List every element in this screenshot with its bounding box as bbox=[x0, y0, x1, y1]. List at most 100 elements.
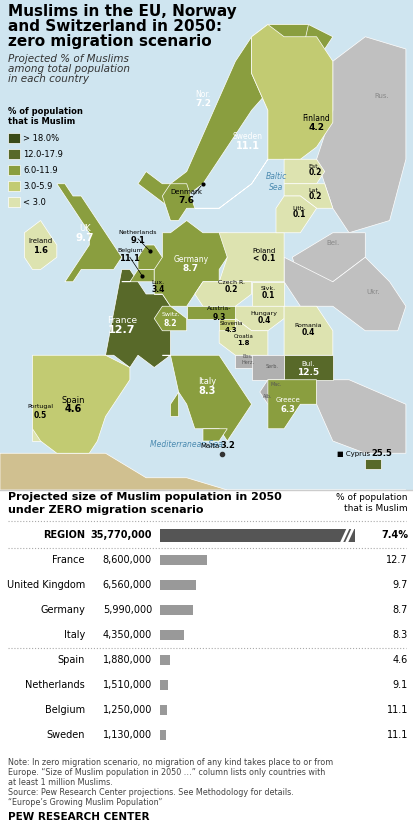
Text: 7.4%: 7.4% bbox=[380, 530, 407, 540]
Text: Italy: Italy bbox=[64, 630, 85, 640]
Polygon shape bbox=[218, 319, 267, 355]
Text: Spain: Spain bbox=[61, 396, 85, 404]
Text: 12.0-17.9: 12.0-17.9 bbox=[23, 149, 63, 158]
Polygon shape bbox=[121, 269, 154, 282]
Text: 7.6: 7.6 bbox=[178, 196, 194, 205]
Polygon shape bbox=[292, 233, 364, 282]
Text: France: France bbox=[52, 555, 85, 565]
Text: Projected % of Muslims: Projected % of Muslims bbox=[8, 54, 128, 64]
Text: 6.3: 6.3 bbox=[280, 404, 295, 414]
Text: 9.7: 9.7 bbox=[76, 233, 94, 243]
Text: Spain: Spain bbox=[57, 655, 85, 665]
Bar bbox=[8, 133, 20, 143]
Text: that is Muslim: that is Muslim bbox=[8, 117, 75, 126]
Polygon shape bbox=[186, 306, 251, 319]
Text: Finland: Finland bbox=[302, 114, 330, 123]
Bar bbox=[8, 165, 20, 175]
Text: 7.2: 7.2 bbox=[195, 98, 211, 108]
Text: < 3.0: < 3.0 bbox=[23, 198, 46, 207]
Polygon shape bbox=[283, 257, 405, 331]
Text: Germany: Germany bbox=[40, 605, 85, 615]
Text: Lux.: Lux. bbox=[152, 280, 164, 285]
Text: and Switzerland in 2050:: and Switzerland in 2050: bbox=[8, 19, 222, 34]
Bar bbox=[159, 605, 192, 615]
Text: Mediterranean Sea: Mediterranean Sea bbox=[150, 440, 223, 450]
Polygon shape bbox=[267, 379, 316, 429]
Text: 9.1: 9.1 bbox=[392, 680, 407, 690]
Text: 25.5: 25.5 bbox=[370, 450, 391, 458]
Polygon shape bbox=[154, 220, 227, 306]
Polygon shape bbox=[73, 269, 170, 368]
Text: Austria-: Austria- bbox=[206, 306, 231, 311]
Text: Malta: Malta bbox=[200, 444, 220, 450]
Bar bbox=[159, 529, 354, 541]
Text: 35,770,000: 35,770,000 bbox=[90, 530, 152, 540]
Text: Italy: Italy bbox=[197, 377, 216, 386]
Text: 12.7: 12.7 bbox=[108, 324, 135, 334]
Text: Note: In zero migration scenario, no migration of any kind takes place to or fro: Note: In zero migration scenario, no mig… bbox=[8, 758, 332, 767]
Text: 4.3: 4.3 bbox=[225, 327, 237, 334]
Text: 8,600,000: 8,600,000 bbox=[102, 555, 152, 565]
Text: 4.2: 4.2 bbox=[308, 123, 324, 132]
Text: Czech R.: Czech R. bbox=[217, 280, 244, 285]
Text: Europe. “Size of Muslim population in 2050 …” column lists only countries with: Europe. “Size of Muslim population in 20… bbox=[8, 768, 325, 777]
Polygon shape bbox=[170, 392, 178, 416]
Text: Nor.: Nor. bbox=[195, 89, 210, 98]
Text: in each country: in each country bbox=[8, 74, 89, 84]
Text: Bul.: Bul. bbox=[301, 360, 314, 366]
Polygon shape bbox=[275, 196, 316, 233]
Polygon shape bbox=[24, 220, 57, 269]
Polygon shape bbox=[283, 306, 332, 355]
Bar bbox=[8, 197, 20, 207]
Text: 12.7: 12.7 bbox=[385, 555, 407, 565]
Polygon shape bbox=[195, 282, 251, 306]
Text: Bos.: Bos. bbox=[242, 354, 252, 359]
Text: UK: UK bbox=[79, 224, 91, 234]
Polygon shape bbox=[251, 24, 332, 159]
Polygon shape bbox=[162, 183, 195, 220]
Text: 1,130,000: 1,130,000 bbox=[102, 730, 152, 740]
Bar bbox=[159, 705, 166, 715]
Polygon shape bbox=[32, 379, 49, 441]
Text: Projected size of Muslim population in 2050: Projected size of Muslim population in 2… bbox=[8, 492, 281, 502]
Polygon shape bbox=[235, 306, 283, 331]
Text: Ukr.: Ukr. bbox=[366, 289, 380, 295]
Text: Greece: Greece bbox=[275, 397, 300, 404]
Text: Bel.: Bel. bbox=[325, 240, 339, 246]
Polygon shape bbox=[218, 319, 235, 331]
Text: Ireland: Ireland bbox=[28, 238, 52, 244]
Text: France: France bbox=[107, 316, 137, 325]
Text: 12.5: 12.5 bbox=[297, 368, 319, 377]
Text: Rus.: Rus. bbox=[373, 93, 388, 99]
Polygon shape bbox=[316, 379, 405, 453]
Text: 0.5: 0.5 bbox=[34, 411, 47, 420]
Text: 0.1: 0.1 bbox=[292, 210, 305, 219]
Text: 4.6: 4.6 bbox=[392, 655, 407, 665]
Polygon shape bbox=[251, 355, 283, 379]
Text: 0.2: 0.2 bbox=[308, 168, 321, 177]
Text: Hungary: Hungary bbox=[250, 310, 277, 315]
Text: Sweden: Sweden bbox=[46, 730, 85, 740]
Text: Slovenia: Slovenia bbox=[219, 321, 242, 326]
Text: Est.: Est. bbox=[308, 163, 319, 168]
Text: 1.6: 1.6 bbox=[33, 245, 48, 254]
Bar bbox=[159, 655, 170, 665]
Polygon shape bbox=[195, 24, 308, 208]
Text: “Europe’s Growing Muslim Population”: “Europe’s Growing Muslim Population” bbox=[8, 798, 162, 807]
Polygon shape bbox=[32, 355, 130, 453]
Text: < 0.1: < 0.1 bbox=[252, 254, 274, 264]
Bar bbox=[159, 580, 195, 590]
Text: 8.7: 8.7 bbox=[182, 264, 198, 273]
Text: 8.3: 8.3 bbox=[392, 630, 407, 640]
Text: Portugal: Portugal bbox=[28, 404, 53, 409]
Text: > 18.0%: > 18.0% bbox=[23, 133, 59, 143]
Text: Source: Pew Research Center projections. See Methodology for details.: Source: Pew Research Center projections.… bbox=[8, 788, 293, 797]
Text: Muslims in the EU, Norway: Muslims in the EU, Norway bbox=[8, 4, 236, 19]
Bar bbox=[159, 730, 166, 740]
Text: 8.3: 8.3 bbox=[198, 386, 215, 396]
Text: under ZERO migration scenario: under ZERO migration scenario bbox=[8, 505, 203, 515]
Text: that is Muslim: that is Muslim bbox=[344, 504, 407, 513]
Text: 4.6: 4.6 bbox=[64, 404, 81, 414]
Polygon shape bbox=[57, 183, 121, 282]
Text: 11.1: 11.1 bbox=[119, 254, 140, 264]
